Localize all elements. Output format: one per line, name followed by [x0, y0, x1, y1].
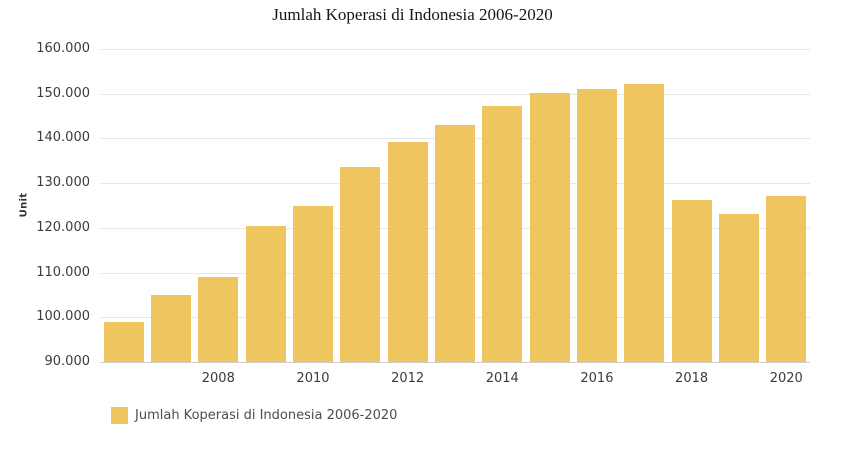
bar-2006[interactable]	[103, 322, 144, 362]
bar-2009[interactable]	[245, 225, 286, 362]
bar-slot	[526, 49, 573, 362]
bar-slot	[573, 49, 620, 362]
bar-2014[interactable]	[482, 106, 523, 362]
x-tick-label	[526, 371, 573, 387]
x-tick-label	[431, 371, 478, 387]
bar-2012[interactable]	[387, 141, 428, 362]
gridline	[100, 93, 810, 95]
bar-slot	[100, 49, 147, 362]
bar-slot	[384, 49, 431, 362]
bars-container	[100, 49, 810, 362]
bar-2010[interactable]	[292, 206, 333, 362]
bar-2019[interactable]	[718, 214, 759, 362]
bar-slot	[289, 49, 336, 362]
y-tick-label: 110.000	[36, 264, 90, 280]
bar-2007[interactable]	[150, 294, 191, 362]
bar-slot	[668, 49, 715, 362]
bar-slot	[195, 49, 242, 362]
bar-2008[interactable]	[198, 277, 239, 362]
bar-slot	[715, 49, 762, 362]
bar-2017[interactable]	[624, 83, 665, 362]
x-tick-label	[337, 371, 384, 387]
bar-slot	[621, 49, 668, 362]
x-tick-label	[100, 371, 147, 387]
bar-slot	[242, 49, 289, 362]
x-tick-label	[621, 371, 668, 387]
bar-slot	[479, 49, 526, 362]
x-tick-label: 2016	[580, 371, 614, 386]
x-tick-label	[715, 371, 762, 387]
plot-area	[100, 49, 810, 363]
x-axis-labels: 2008 2010 2012 2014 2016 2018 2020	[100, 371, 810, 387]
y-tick-label: 150.000	[36, 85, 90, 101]
x-tick-label: 2018	[675, 371, 709, 386]
y-axis-title: Unit	[18, 192, 30, 218]
bar-slot	[763, 49, 810, 362]
y-tick-label: 140.000	[36, 130, 90, 146]
legend-label: Jumlah Koperasi di Indonesia 2006-2020	[135, 408, 398, 423]
x-tick-label: 2008	[201, 371, 235, 386]
gridline	[100, 49, 810, 50]
bar-slot	[147, 49, 194, 362]
bar-slot	[337, 49, 384, 362]
x-tick-label: 2020	[769, 371, 803, 386]
chart-title: Jumlah Koperasi di Indonesia 2006-2020	[272, 5, 553, 24]
bar-2015[interactable]	[529, 92, 570, 362]
y-tick-label: 100.000	[36, 309, 90, 325]
bar-2011[interactable]	[340, 166, 381, 362]
bar-2020[interactable]	[766, 196, 807, 362]
legend-item[interactable]: Jumlah Koperasi di Indonesia 2006-2020	[111, 407, 397, 424]
y-tick-label: 90.000	[44, 354, 91, 369]
legend-swatch-icon	[111, 407, 128, 424]
y-tick-label: 160.000	[36, 41, 90, 56]
x-tick-label: 2010	[296, 371, 330, 386]
bar-2018[interactable]	[671, 199, 712, 362]
y-tick-label: 120.000	[36, 219, 90, 235]
x-tick-label: 2012	[391, 371, 425, 386]
bar-slot	[431, 49, 478, 362]
bar-2013[interactable]	[434, 124, 475, 362]
x-tick-label	[242, 371, 289, 387]
y-tick-label: 130.000	[36, 175, 90, 191]
x-tick-label	[147, 371, 194, 387]
bar-2016[interactable]	[576, 88, 617, 362]
x-tick-label: 2014	[485, 371, 519, 386]
